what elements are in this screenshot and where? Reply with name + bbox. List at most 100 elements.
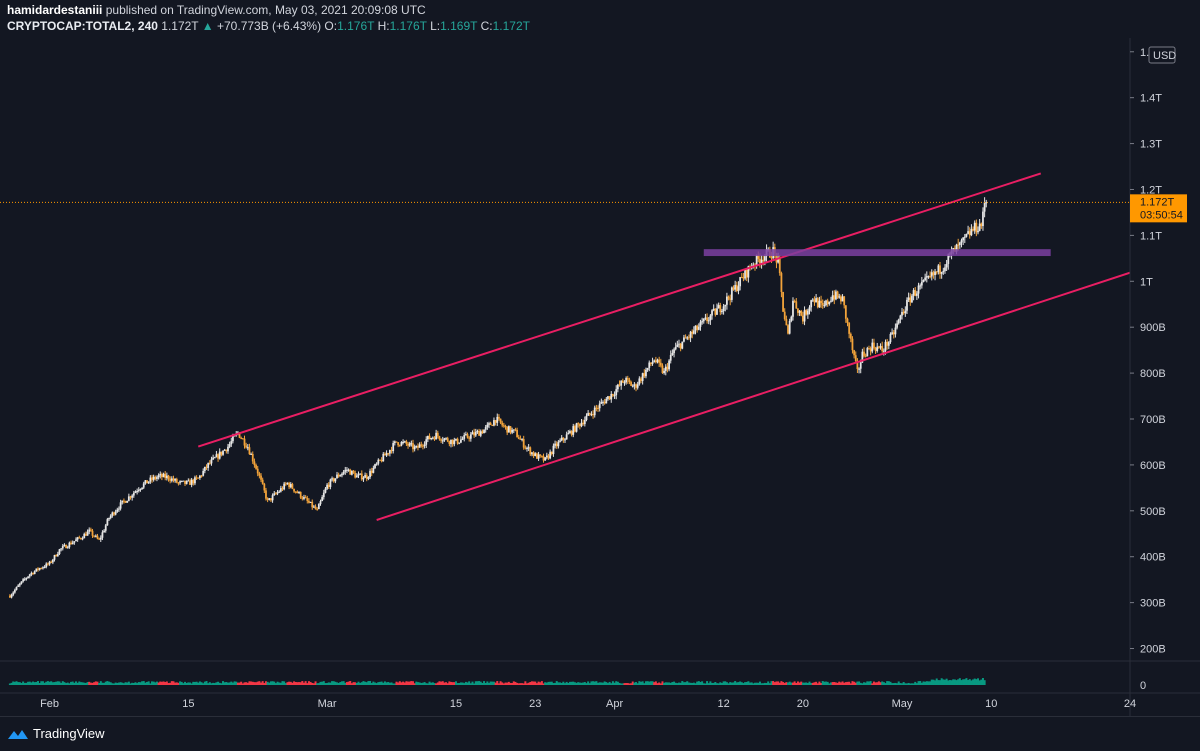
candle-up — [531, 452, 533, 455]
volume-bar — [304, 681, 307, 685]
candle-down — [240, 437, 243, 439]
candle-down — [65, 544, 67, 549]
volume-bar — [208, 682, 211, 685]
volume-bar — [367, 681, 370, 685]
symbol-name[interactable]: CRYPTOCAP:TOTAL2, 240 — [7, 19, 158, 33]
candle-down — [98, 538, 101, 540]
volume-bar — [483, 681, 486, 685]
volume-bar — [352, 682, 355, 685]
lower-channel-line[interactable] — [376, 263, 1160, 521]
volume-bar — [856, 681, 859, 685]
volume-bar — [509, 682, 512, 685]
candle-up — [483, 429, 485, 434]
volume-bar — [468, 681, 471, 685]
volume-bar — [785, 682, 788, 685]
volume-bar — [481, 682, 484, 685]
volume-bar — [595, 681, 598, 685]
candle-down — [957, 244, 960, 246]
candle-up — [970, 228, 973, 236]
candle-up — [942, 270, 945, 272]
candle-up — [119, 502, 122, 509]
volume-bar — [557, 682, 560, 685]
candle-up — [559, 440, 561, 442]
candle-up — [362, 477, 365, 480]
candle-up — [587, 412, 590, 416]
candle-down — [836, 291, 839, 298]
volume-bar — [542, 683, 545, 685]
volume-bar — [833, 681, 836, 685]
candle-up — [815, 298, 818, 303]
volume-bar — [369, 681, 372, 685]
candle-up — [109, 515, 112, 518]
volume-bar — [664, 682, 667, 685]
candle-up — [730, 287, 733, 300]
resistance-zone[interactable] — [703, 249, 1051, 257]
volume-bar — [770, 681, 773, 685]
volume-bar — [651, 681, 654, 685]
volume-bar — [750, 682, 753, 685]
volume-bar — [606, 683, 609, 685]
candle-up — [157, 475, 160, 478]
candle-up — [788, 320, 791, 334]
volume-bar — [357, 681, 360, 685]
volume-bar — [15, 681, 18, 685]
volume-bar — [279, 682, 282, 685]
price-chart[interactable]: 200B 300B 400B 500B 600B 700B 800B 900B 1T 1.1T 1.… — [0, 0, 1200, 716]
candle-up — [156, 477, 158, 479]
candle-down — [398, 445, 401, 447]
volume-bar — [114, 682, 117, 685]
candle-up — [534, 453, 537, 456]
upper-channel-line[interactable] — [197, 172, 1042, 448]
tradingview-brand[interactable]: TradingView — [8, 726, 105, 741]
candle-up — [669, 354, 672, 361]
volume-bar — [256, 681, 259, 685]
volume-bar — [734, 681, 737, 685]
candle-down — [608, 396, 611, 400]
candle-up — [27, 576, 29, 579]
candle-down — [603, 401, 606, 404]
candle-up — [610, 393, 613, 400]
publisher-username[interactable]: hamidardestaniii — [7, 3, 103, 17]
volume-bar — [360, 682, 363, 685]
volume-bar — [175, 682, 178, 685]
volume-bar — [867, 681, 870, 685]
volume-bar — [463, 683, 466, 685]
currency-badge[interactable]: USD — [1148, 46, 1176, 64]
volume-bar — [18, 682, 21, 685]
candle-up — [127, 496, 130, 501]
candle-up — [838, 296, 841, 298]
volume-zero-label: 0 — [1140, 680, 1146, 692]
candle-down — [93, 535, 96, 537]
volume-bar — [121, 682, 124, 685]
candle-up — [631, 385, 634, 387]
candle-down — [154, 476, 157, 479]
candle-down — [621, 380, 624, 383]
volume-bar — [801, 682, 804, 685]
candle-down — [129, 496, 132, 498]
candle-up — [580, 422, 583, 427]
candle-down — [574, 426, 576, 432]
volume-bar — [41, 681, 44, 685]
candle-up — [230, 441, 233, 445]
volume-bar — [848, 681, 851, 685]
volume-bar — [13, 681, 16, 685]
candle-down — [902, 311, 905, 314]
candle-up — [458, 442, 461, 444]
volume-bar — [30, 682, 33, 685]
candle-up — [575, 423, 578, 432]
volume-bar — [929, 681, 932, 685]
volume-bar — [530, 681, 533, 685]
volume-bar — [402, 681, 405, 685]
candle-up — [17, 585, 20, 587]
publisher-text: published on TradingView.com, May 03, 20… — [105, 3, 426, 17]
volume-bar — [255, 682, 258, 685]
volume-bar — [643, 683, 646, 685]
candle-down — [468, 437, 471, 439]
volume-bar — [831, 682, 834, 685]
candle-up — [286, 482, 289, 485]
candle-up — [583, 419, 586, 425]
candle-down — [972, 228, 974, 231]
volume-bar — [724, 681, 727, 685]
candle-down — [650, 362, 652, 364]
candle-down — [975, 222, 978, 233]
